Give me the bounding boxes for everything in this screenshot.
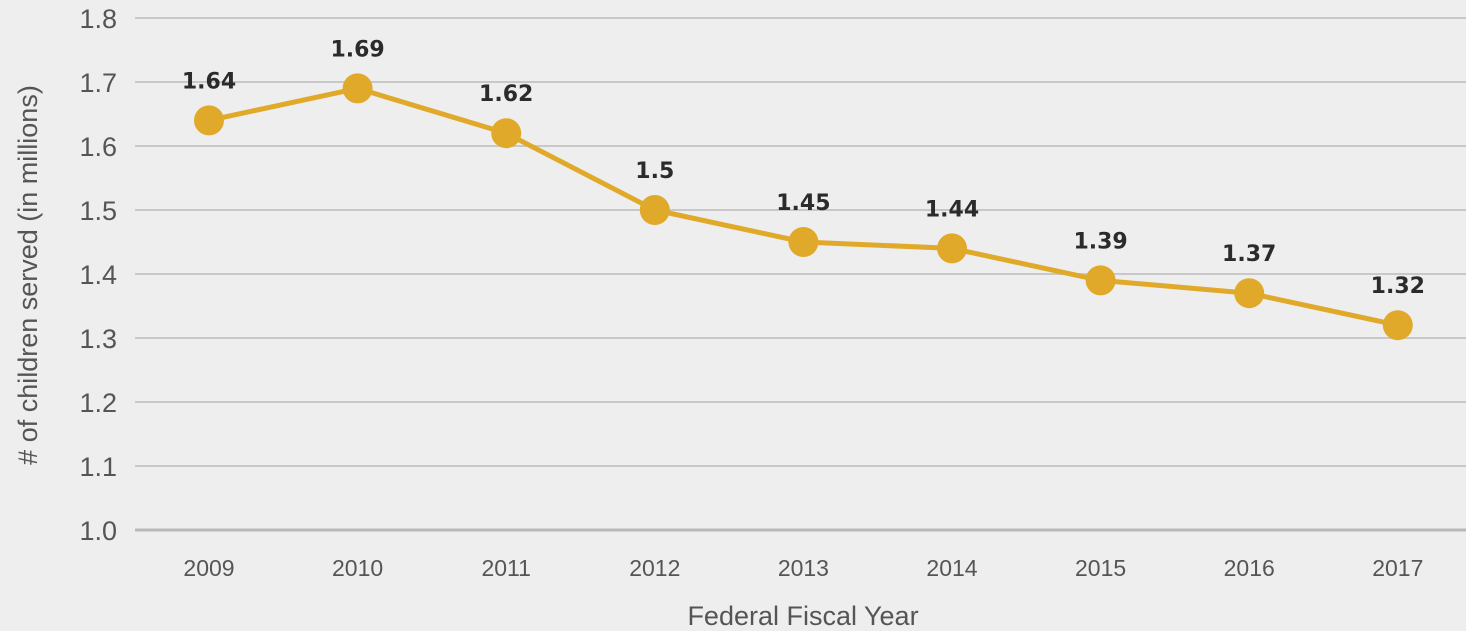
data-point [1234,278,1265,309]
y-tick-label: 1.3 [79,324,117,354]
data-point [194,105,224,136]
data-point [342,73,373,104]
y-axis-ticks: 1.0 1.1 1.2 1.3 1.4 1.5 1.6 1.7 1.8 [79,4,117,546]
y-tick-label: 1.2 [79,388,117,418]
data-point [491,118,522,149]
series-layer [194,73,1413,341]
data-point [1085,265,1116,296]
x-tick-label: 2014 [926,555,977,581]
y-tick-label: 1.0 [79,516,117,546]
x-tick-label: 2017 [1372,555,1423,581]
y-tick-label: 1.5 [79,196,117,226]
data-label: 1.32 [1371,274,1425,299]
x-tick-label: 2013 [778,555,829,581]
x-tick-label: 2009 [183,555,234,581]
x-tick-label: 2011 [481,555,530,581]
y-tick-label: 1.8 [79,4,117,34]
x-axis-title: Federal Fiscal Year [687,601,918,631]
x-tick-label: 2012 [629,555,680,581]
x-tick-label: 2010 [332,555,383,581]
data-label: 1.37 [1222,242,1276,267]
gridlines [135,17,1466,532]
y-tick-label: 1.7 [79,68,117,98]
data-labels: 1.64 1.69 1.62 1.5 1.45 1.44 1.39 1.37 1.32 [182,37,1425,299]
data-point [788,227,819,257]
x-axis-ticks: 2009 2010 2011 2012 2013 2014 2015 2016 2017 [183,555,1423,581]
y-axis-title: # of children served (in millions) [13,85,43,465]
data-label: 1.69 [330,37,384,62]
data-point [937,233,967,264]
data-label: 1.64 [182,69,236,94]
y-tick-label: 1.6 [79,132,117,162]
x-tick-label: 2016 [1224,555,1275,581]
data-point [639,195,670,225]
y-tick-label: 1.4 [79,260,117,290]
data-point [1382,310,1413,341]
data-label: 1.44 [925,197,979,222]
data-label: 1.5 [635,159,674,184]
data-label: 1.39 [1073,229,1127,254]
data-label: 1.62 [479,82,533,107]
y-tick-label: 1.1 [79,452,117,482]
data-label: 1.45 [776,191,830,216]
x-tick-label: 2015 [1075,555,1126,581]
